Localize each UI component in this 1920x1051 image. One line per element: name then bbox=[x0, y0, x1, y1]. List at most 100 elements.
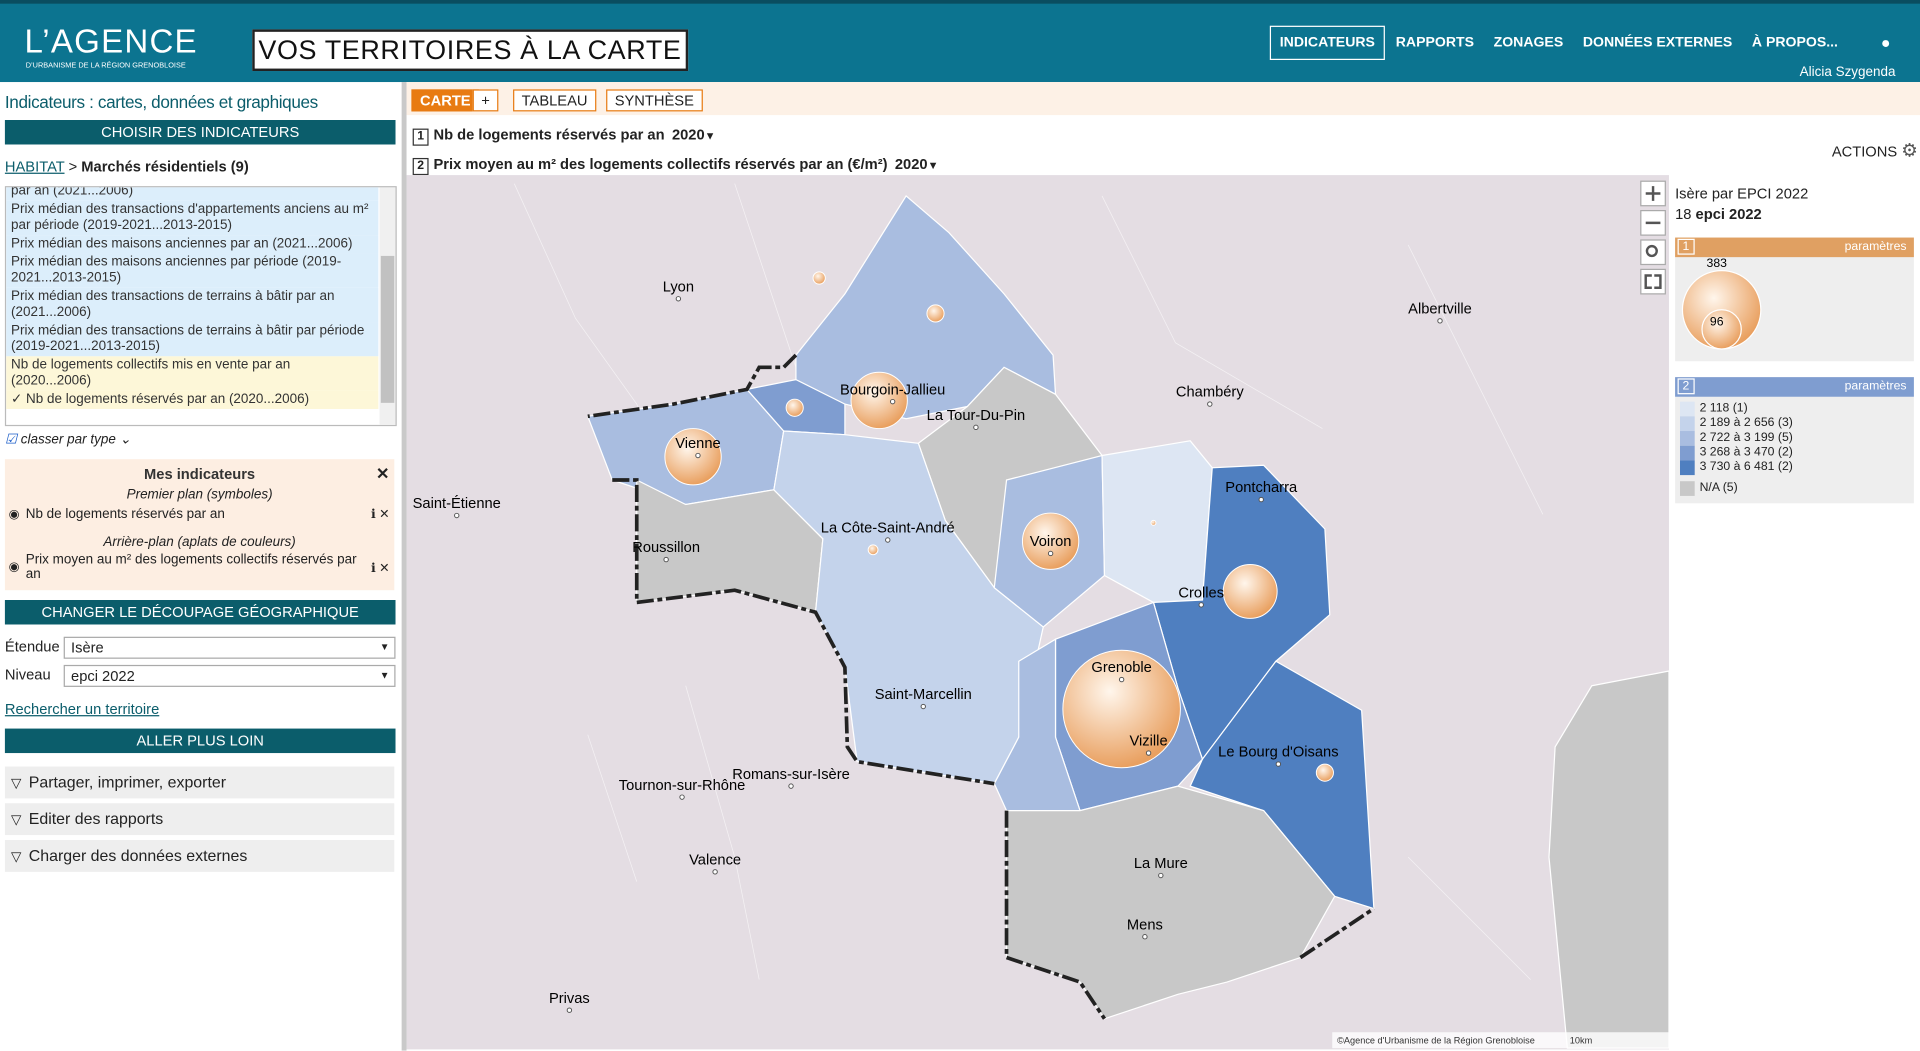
field-value: epci 2022 bbox=[71, 667, 135, 685]
tab[interactable]: + bbox=[472, 89, 499, 112]
panel-1-header[interactable]: 1 paramètres bbox=[1675, 237, 1914, 258]
accordion[interactable]: ▽ Charger des données externes bbox=[4, 840, 395, 872]
breadcrumb-root[interactable]: HABITAT bbox=[4, 157, 65, 176]
indicator-list-box: par an (2021...2006) Prix médian des tran… bbox=[4, 186, 397, 427]
panel-2-header[interactable]: 2 paramètres bbox=[1675, 377, 1914, 397]
bubble[interactable] bbox=[850, 371, 908, 430]
actions[interactable]: ACTIONS ⚙ bbox=[1831, 140, 1918, 162]
dropdown-arrow: ▼ bbox=[379, 669, 390, 681]
info-remove[interactable]: ℹ ✕ bbox=[371, 562, 390, 576]
accordion[interactable]: ▽ Editer des rapports bbox=[4, 803, 395, 836]
attribution: ©Agence d'Urbanisme de la Région Grenobl… bbox=[1337, 1035, 1535, 1045]
nav: INDICATEURS RAPPORTS ZONAGES DONNÉES EXTERN… bbox=[1268, 25, 1847, 61]
indicator-year[interactable]: 2020 bbox=[671, 126, 705, 144]
bubble[interactable] bbox=[1062, 649, 1181, 769]
class-list: 2 118 (1) 2 189 à 2 656 (3) 2 722 à 3 199 … bbox=[1675, 397, 1914, 496]
department-border bbox=[587, 353, 1375, 1020]
indicator-num: 1 bbox=[412, 128, 429, 146]
place-label: La Tour-Du-Pin bbox=[927, 408, 1026, 424]
accordion-label: Charger des données externes bbox=[28, 846, 248, 865]
bubble[interactable] bbox=[1021, 512, 1080, 570]
class-row: 2 118 (1) bbox=[1680, 401, 1914, 417]
indicator-item[interactable]: Prix médian des maisons anciennes par pé… bbox=[6, 253, 379, 288]
field-select[interactable]: epci 2022 ▼ bbox=[63, 664, 396, 687]
info-remove[interactable]: ℹ ✕ bbox=[371, 508, 390, 522]
classer-label: classer par type bbox=[20, 432, 116, 447]
choose-button[interactable]: CHOISIR DES INDICATEURS bbox=[4, 120, 396, 145]
nav-item[interactable]: À PROPOS... bbox=[1751, 35, 1838, 51]
bubble[interactable] bbox=[812, 271, 826, 285]
class-row: 3 268 à 3 470 (2) bbox=[1680, 445, 1914, 461]
bg-label: Arrière-plan (aplats de couleurs) bbox=[103, 535, 296, 550]
bubble[interactable] bbox=[1222, 564, 1278, 619]
accordion[interactable]: ▽ Partager, imprimer, exporter bbox=[4, 766, 395, 799]
indicator-item[interactable]: Prix médian des transactions d'apparteme… bbox=[6, 200, 379, 236]
nav-item[interactable]: ZONAGES bbox=[1493, 35, 1564, 51]
indicator-item[interactable]: Prix médian des transactions de terrains… bbox=[6, 322, 379, 357]
close[interactable]: ✕ bbox=[376, 464, 390, 483]
nav-item[interactable]: INDICATEURS bbox=[1269, 25, 1385, 61]
place-dot bbox=[1198, 602, 1204, 608]
tab[interactable]: TABLEAU bbox=[513, 89, 597, 112]
bubble[interactable] bbox=[1315, 763, 1334, 782]
classer[interactable]: ☑ classer par type ⌄ bbox=[4, 432, 131, 447]
class-swatch bbox=[1680, 416, 1695, 432]
indicator-item[interactable]: par an (2021...2006) bbox=[6, 187, 379, 201]
indicator-item[interactable]: Nb de logements collectifs mis en vente … bbox=[6, 356, 379, 391]
legend-panel-1: 1 paramètres 383 96 bbox=[1675, 237, 1914, 362]
panel-num: 1 bbox=[1677, 238, 1695, 255]
place-dot bbox=[1207, 401, 1213, 407]
accordion-label: Partager, imprimer, exporter bbox=[28, 772, 227, 792]
eye[interactable]: ◉ bbox=[8, 508, 20, 522]
class-row: 2 722 à 3 199 (5) bbox=[1680, 431, 1914, 446]
my-indicators-title: Mes indicateurs bbox=[144, 465, 256, 483]
further-button[interactable]: ALLER PLUS LOIN bbox=[4, 728, 396, 754]
scale: 10km bbox=[1570, 1035, 1593, 1045]
map-regions bbox=[586, 194, 1670, 1049]
place-dot bbox=[1437, 318, 1443, 324]
place-label: Pontcharra bbox=[1225, 480, 1298, 496]
bubble[interactable] bbox=[926, 304, 945, 323]
class-label: 2 118 (1) bbox=[1699, 401, 1748, 416]
bubble[interactable] bbox=[1150, 519, 1157, 526]
search-link[interactable]: Rechercher un territoire bbox=[4, 700, 160, 718]
class-swatch bbox=[1680, 401, 1695, 417]
indicator-label: Nb de logements réservés par an bbox=[433, 126, 665, 144]
panel-num: 2 bbox=[1677, 378, 1695, 395]
class-row: 2 189 à 2 656 (3) bbox=[1680, 416, 1914, 432]
nav-item[interactable]: DONNÉES EXTERNES bbox=[1582, 35, 1733, 51]
nav-item[interactable]: RAPPORTS bbox=[1395, 35, 1474, 51]
splitter[interactable] bbox=[401, 82, 407, 1051]
class-label: 2 189 à 2 656 (3) bbox=[1699, 416, 1793, 430]
eye[interactable]: ◉ bbox=[8, 560, 20, 575]
field-select[interactable]: Isère ▼ bbox=[63, 636, 396, 659]
bubble[interactable] bbox=[664, 428, 722, 486]
field-label: Étendue bbox=[4, 637, 60, 656]
indicator-item[interactable]: ✓ Nb de logements réservés par an (2020.… bbox=[6, 390, 379, 409]
indicator-year[interactable]: 2020 bbox=[894, 155, 928, 173]
indicator-list: par an (2021...2006) Prix médian des tran… bbox=[6, 187, 379, 409]
scrollbar[interactable] bbox=[379, 187, 396, 425]
class-swatch bbox=[1680, 460, 1695, 476]
place-label: Vienne bbox=[675, 436, 720, 452]
tab[interactable]: SYNTHÈSE bbox=[606, 89, 703, 112]
indicator-item[interactable]: Prix médian des maisons anciennes par an… bbox=[6, 235, 379, 254]
indicator-label: Prix moyen au m² des logements collectif… bbox=[433, 155, 888, 173]
change-button[interactable]: CHANGER LE DÉCOUPAGE GÉOGRAPHIQUE bbox=[4, 600, 396, 625]
place-label: Tournon-sur-Rhône bbox=[619, 778, 746, 794]
class-row: N/A (5) bbox=[1680, 481, 1914, 496]
place-label: Crolles bbox=[1178, 586, 1224, 602]
place-dot bbox=[695, 452, 701, 459]
place-label: Le Bourg d'Oisans bbox=[1218, 745, 1338, 761]
user-icon[interactable]: ● bbox=[1880, 33, 1891, 52]
field-label: Niveau bbox=[4, 666, 51, 684]
bubble[interactable] bbox=[867, 544, 879, 556]
user-name[interactable]: Alicia Szygenda bbox=[1799, 64, 1896, 80]
indicator-item[interactable]: Prix médian des transactions de terrains… bbox=[6, 287, 379, 323]
search[interactable] bbox=[1640, 239, 1666, 266]
place-label: Vizille bbox=[1130, 734, 1168, 750]
place-dot bbox=[920, 703, 926, 710]
count: 18 bbox=[1675, 205, 1692, 223]
bubble[interactable] bbox=[785, 398, 804, 417]
